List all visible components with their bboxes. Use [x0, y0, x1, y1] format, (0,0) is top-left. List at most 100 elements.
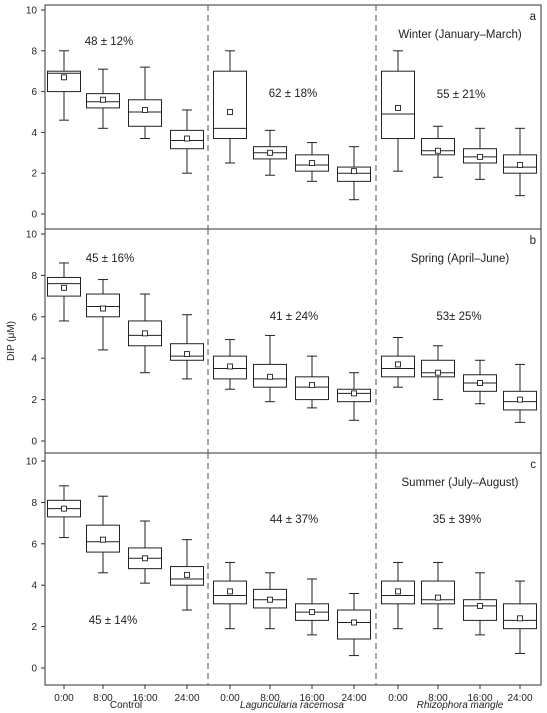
- panel-a: 0 2 4 6 8 10 a Winter (January–March) 48 ± 12% 62…: [26, 4, 542, 230]
- mean-marker: [435, 147, 441, 154]
- box-c-rhizophora-1: [421, 561, 455, 630]
- x-tick-label: 0:00: [54, 693, 74, 704]
- x-tick-label: 0:00: [220, 693, 240, 704]
- iqr-box: [47, 70, 81, 93]
- panel-letter: b: [530, 235, 536, 247]
- box-c-rhizophora-2: [463, 572, 497, 636]
- mean-marker: [61, 505, 67, 512]
- mean-marker: [61, 284, 67, 291]
- box-c-control-3: [170, 539, 204, 611]
- iqr-box: [421, 580, 455, 605]
- mean-marker: [227, 109, 233, 115]
- box-b-control-0: [47, 262, 81, 322]
- x-tick-label: 8:00: [428, 693, 448, 704]
- box-a-rhizophora-3: [503, 127, 537, 197]
- y-tick-label: 6: [31, 312, 37, 323]
- mean-marker: [351, 390, 357, 397]
- mean-marker: [184, 135, 190, 142]
- panel-c: 0 2 4 6 8 10 c Summer (July–August) 45 ± 14% 44 ±…: [26, 452, 542, 686]
- mean-marker: [227, 363, 233, 370]
- box-a-control-1: [86, 68, 120, 129]
- box-a-rhizophora-0: [381, 50, 415, 172]
- x-tick-label: 24:00: [174, 693, 199, 704]
- group-name-label: Rhizophora mangle: [417, 700, 504, 711]
- iqr-box: [463, 599, 497, 621]
- box-c-laguncularia-0: [213, 561, 247, 630]
- box-a-laguncularia-1: [253, 129, 287, 176]
- y-tick-label: 2: [31, 622, 37, 633]
- y-tick-label: 8: [31, 271, 37, 282]
- iqr-box: [128, 99, 162, 127]
- box-a-rhizophora-1: [421, 125, 455, 178]
- group-percent-label: 45 ± 16%: [86, 253, 135, 265]
- box-b-rhizophora-2: [463, 359, 497, 405]
- group-name-label: Control: [110, 700, 142, 711]
- box-a-control-2: [128, 66, 162, 140]
- x-tick-label: 8:00: [93, 693, 113, 704]
- box-b-control-2: [128, 293, 162, 374]
- mean-marker: [142, 107, 148, 113]
- box-b-laguncularia-2: [295, 355, 329, 409]
- panel-b: 0 2 4 6 8 10 b Spring (April–June) 45 ± 16% 41 ± …: [26, 228, 542, 454]
- mean-marker: [351, 168, 357, 175]
- mean-marker: [517, 396, 523, 403]
- y-tick-label: 10: [26, 457, 38, 468]
- mean-marker: [100, 305, 106, 312]
- mean-marker: [267, 149, 273, 156]
- box-c-laguncularia-2: [295, 578, 329, 636]
- iqr-box: [86, 293, 120, 318]
- group-percent-label: 41 ± 24%: [270, 311, 319, 323]
- group-percent-label: 48 ± 12%: [85, 36, 134, 48]
- y-tick-label: 8: [31, 46, 37, 57]
- x-tick-label: 24:00: [341, 693, 366, 704]
- x-tick-label: 16:00: [467, 693, 492, 704]
- mean-marker: [517, 162, 523, 168]
- mean-marker: [309, 609, 315, 616]
- group-percent-label: 45 ± 14%: [89, 615, 138, 627]
- iqr-box: [337, 166, 371, 182]
- box-a-laguncularia-2: [295, 142, 329, 182]
- mean-marker: [395, 361, 401, 368]
- mean-marker: [435, 369, 441, 376]
- y-tick-label: 0: [31, 210, 37, 221]
- mean-marker: [309, 382, 315, 389]
- mean-marker: [351, 619, 357, 626]
- group-percent-label: 53± 25%: [436, 311, 481, 323]
- mean-marker: [435, 594, 441, 601]
- mean-marker: [477, 602, 483, 609]
- mean-marker: [517, 615, 523, 622]
- box-b-rhizophora-3: [503, 363, 537, 423]
- x-tick-label: 16:00: [299, 693, 324, 704]
- box-b-laguncularia-1: [253, 334, 287, 403]
- x-tick-label: 24:00: [507, 693, 532, 704]
- mean-marker: [142, 555, 148, 562]
- group-percent-label: 62 ± 18%: [269, 88, 318, 100]
- y-tick-label: 0: [31, 437, 37, 448]
- y-tick-label: 8: [31, 498, 37, 509]
- mean-marker: [142, 330, 148, 337]
- mean-marker: [184, 571, 190, 578]
- panel-letter: a: [530, 11, 537, 23]
- mean-marker: [61, 74, 67, 81]
- season-label: Winter (January–March): [398, 29, 522, 41]
- box-a-rhizophora-2: [463, 127, 497, 180]
- group-percent-label: 55 ± 21%: [437, 89, 486, 101]
- panel-frame: [44, 452, 542, 686]
- iqr-box: [213, 70, 247, 140]
- box-a-control-0: [47, 50, 81, 121]
- iqr-box: [381, 70, 415, 140]
- y-tick-label: 6: [31, 87, 37, 98]
- box-c-control-2: [128, 520, 162, 584]
- box-c-control-0: [47, 485, 81, 539]
- mean-marker: [184, 351, 190, 358]
- box-b-control-1: [86, 279, 120, 351]
- box-c-laguncularia-1: [253, 572, 287, 630]
- box-a-laguncularia-3: [337, 146, 371, 201]
- y-tick-label: 2: [31, 395, 37, 406]
- y-tick-label: 10: [26, 6, 38, 17]
- x-tick-label: 0:00: [388, 693, 408, 704]
- mean-marker: [100, 536, 106, 543]
- box-b-control-3: [170, 314, 204, 380]
- y-tick-label: 6: [31, 539, 37, 550]
